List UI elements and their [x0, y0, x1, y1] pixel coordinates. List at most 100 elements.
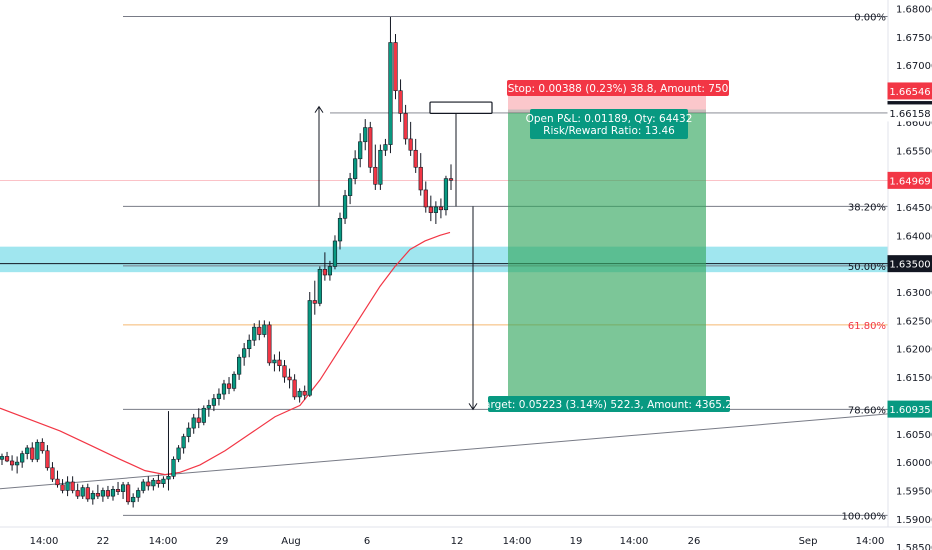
stop-label-text: Stop: 0.00388 (0.23%) 38.8, Amount: 750 [508, 83, 729, 95]
price-tag-text: 1.64969 [889, 176, 930, 187]
candle-body [30, 447, 35, 460]
down-arrow-head [468, 403, 478, 411]
candle-body [378, 149, 383, 185]
fib-level-label: 38.20% [848, 202, 886, 213]
price-axis-label: 1.62500 [896, 316, 932, 327]
candle-body [115, 489, 121, 492]
moving-average [0, 231, 451, 476]
candle-body [373, 166, 378, 185]
fib-level-label: 50.00% [848, 262, 886, 273]
pnl-label-text: Open P&L: 0.01189, Qty: 64432 [526, 113, 693, 125]
price-axis-label: 1.62000 [896, 345, 932, 356]
time-axis-label: 26 [688, 536, 701, 547]
candle-body [353, 158, 358, 179]
candle-body [262, 324, 267, 335]
candle-body [166, 475, 171, 480]
candle-body [403, 113, 408, 140]
target-label-text: Target: 0.05223 (3.14%) 522.3, Amount: 4… [478, 399, 738, 411]
support-zone-band [0, 246, 888, 273]
short-position-tool[interactable] [508, 90, 706, 410]
candle-body [448, 178, 454, 181]
candle-body [423, 189, 428, 208]
candle-body [242, 348, 247, 358]
candle-body [141, 481, 146, 491]
candle-body [438, 206, 444, 211]
candle-body [282, 365, 287, 378]
candle-body [126, 484, 131, 503]
candle-body [90, 492, 95, 500]
marker-box [429, 101, 493, 115]
candle-body [55, 478, 60, 486]
price-axis-label: 1.58500 [896, 543, 932, 550]
profit-zone [508, 112, 706, 410]
candle-body [358, 141, 363, 160]
candle-body [4, 456, 10, 462]
pnl-label-bg [530, 109, 688, 139]
candle-body [226, 383, 232, 389]
time-axis-label: 14:00 [620, 536, 649, 547]
candle-body [25, 447, 30, 454]
candle-body [196, 417, 201, 423]
candle-body [408, 138, 413, 151]
fib-level-label: 61.80% [848, 321, 886, 332]
time-axis-label: 12 [451, 536, 464, 547]
price-axis-label: 1.63000 [896, 288, 932, 299]
candle-body [156, 479, 161, 484]
trend-line [0, 413, 889, 490]
price-axis: 1.680001.675001.670001.665001.660001.655… [887, 5, 932, 550]
candle-body [247, 339, 252, 350]
candle-body [433, 206, 438, 213]
candle-body [216, 393, 222, 399]
candle-body [95, 492, 100, 497]
candle-body [231, 373, 237, 389]
candle-body [332, 240, 338, 267]
time-axis: 14:00 22 14:00 29 Aug 6 12 14:00 19 14:00 26 Sep 14:… [30, 536, 885, 547]
candle-body [75, 490, 80, 497]
candle-body [70, 481, 75, 491]
fib-level-label: 100.00% [842, 511, 887, 522]
moving-average-line [0, 231, 451, 476]
candle-body [327, 266, 333, 276]
candle-body [100, 490, 105, 497]
stop-zone [508, 90, 706, 113]
price-tag-bg [887, 255, 932, 273]
candle-body [0, 456, 5, 460]
price-axis-label: 1.60500 [896, 430, 932, 441]
candle-body [105, 490, 111, 497]
candle-body [413, 149, 418, 168]
candle-body [221, 383, 227, 395]
candle-body [337, 217, 343, 242]
candle-body [257, 326, 262, 335]
price-tag-bg [887, 171, 932, 189]
candle-body [35, 441, 40, 460]
time-axis-label: 14:00 [856, 536, 885, 547]
time-axis-label: Sep [799, 536, 818, 547]
candle-body [151, 479, 156, 487]
candle-body [136, 490, 141, 498]
candle-body [20, 453, 25, 463]
position-labels: Stop: 0.00388 (0.23%) 38.8, Amount: 750 O… [478, 80, 739, 412]
candle-body [388, 42, 393, 145]
candle-body [267, 324, 272, 364]
price-axis-label: 1.59000 [896, 515, 932, 526]
candle-body [181, 436, 186, 449]
price-axis-label: 1.64000 [896, 231, 932, 242]
support-zone-layer [0, 246, 888, 273]
candle-body [398, 90, 403, 114]
price-tag-text: 1.66546 [889, 87, 930, 98]
candle-body [428, 206, 433, 213]
time-axis-label: 14:00 [149, 536, 178, 547]
time-axis-label: 19 [570, 536, 583, 547]
candle-body [237, 356, 242, 375]
pnl-label-text: Risk/Reward Ratio: 13.46 [543, 125, 675, 137]
candle-body [15, 461, 20, 466]
candlesticks [0, 17, 454, 508]
price-axis-label: 1.59500 [896, 486, 932, 497]
candle-body [161, 478, 166, 484]
candle-body [348, 178, 353, 196]
candle-body [176, 447, 181, 460]
candle-body [322, 269, 327, 276]
price-axis-label: 1.65500 [896, 146, 932, 157]
